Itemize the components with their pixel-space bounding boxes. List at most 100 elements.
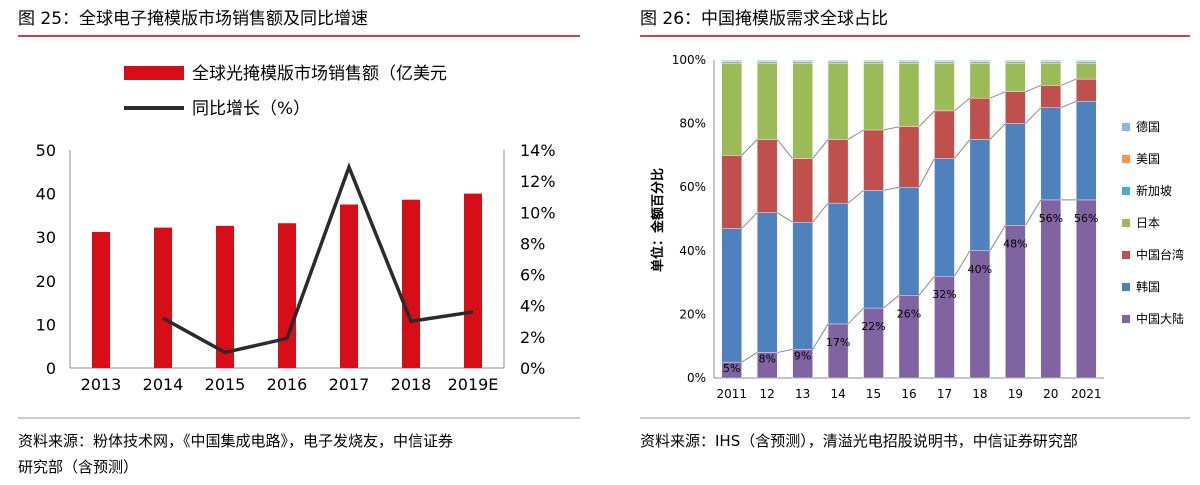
right-x-tick-label: 17 <box>937 387 952 401</box>
left-y-tick: 40 <box>36 185 56 204</box>
legend-swatch-taiwan <box>1122 251 1130 259</box>
sales-bar <box>92 231 110 368</box>
left-source-line2: 研究部（含预测） <box>18 458 138 476</box>
x-tick-label: 2019E <box>448 375 499 394</box>
right-y-label: 单位：金额百分比 <box>650 168 666 272</box>
sales-bar <box>464 193 482 368</box>
mainland-data-label: 56% <box>1039 212 1063 225</box>
legend-label-growth: 同比增长（%） <box>192 99 310 119</box>
stacked-segment-japan <box>863 62 884 131</box>
legend-label-sales: 全球光掩模版市场销售额（亿美元 <box>192 64 447 84</box>
right-x-tick-label: 12 <box>760 387 775 401</box>
mainland-data-label: 48% <box>1003 237 1027 250</box>
stacked-segment-japan <box>827 62 849 140</box>
series-connector-line <box>741 199 1077 363</box>
legend-swatch-sales <box>124 66 184 80</box>
right-x-tick-label: 13 <box>795 387 810 401</box>
legend-swatch-singapore <box>1122 187 1130 195</box>
right-x-tick-label: 2011 <box>716 387 747 401</box>
legend-swatch-korea <box>1122 283 1130 291</box>
stacked-segment-germany <box>863 59 884 62</box>
legend-label-singapore: 新加坡 <box>1136 183 1172 198</box>
mainland-data-label: 56% <box>1074 212 1098 225</box>
stacked-segment-korea <box>827 202 849 325</box>
stacked-segment-germany <box>721 59 742 62</box>
stacked-segment-taiwan <box>756 139 778 213</box>
mainland-data-label: 8% <box>758 353 775 366</box>
stacked-segment-korea <box>1040 107 1062 201</box>
stacked-segment-taiwan <box>969 97 991 140</box>
stacked-segment-germany <box>827 59 849 62</box>
x-tick-label: 2013 <box>81 375 122 394</box>
stacked-segment-germany <box>1005 59 1026 62</box>
right-y-tick: 40% <box>679 244 706 258</box>
stacked-segment-korea <box>898 186 920 296</box>
right-x-tick-label: 19 <box>1008 387 1023 401</box>
growth-line <box>162 162 474 355</box>
stacked-segment-taiwan <box>827 139 849 204</box>
sales-bar <box>278 223 296 368</box>
stacked-segment-germany <box>792 59 813 62</box>
mainland-data-label: 9% <box>794 349 811 362</box>
right-y-tick: 20% <box>679 307 706 321</box>
mainland-data-label: 40% <box>968 263 992 276</box>
stacked-segment-mainland <box>1040 199 1062 379</box>
right-y-tick: 12% <box>520 172 556 191</box>
left-y-tick: 20 <box>36 272 56 291</box>
legend-label-korea: 韩国 <box>1136 279 1160 294</box>
sales-bar <box>402 199 420 368</box>
legend-label-taiwan: 中国台湾 <box>1136 247 1184 262</box>
mainland-data-label: 32% <box>932 288 956 301</box>
right-x-tick-label: 15 <box>866 387 881 401</box>
stacked-segment-japan <box>792 62 813 159</box>
stacked-segment-japan <box>969 62 991 99</box>
stacked-segment-germany <box>756 59 778 62</box>
right-y-tick: 2% <box>520 328 545 347</box>
right-x-tick-label: 14 <box>830 387 845 401</box>
stacked-segment-mainland <box>863 307 884 379</box>
right-y-tick: 14% <box>520 141 556 160</box>
stacked-segment-japan <box>1076 62 1097 80</box>
sales-bar <box>216 225 234 368</box>
legend-label-mainland: 中国大陆 <box>1136 311 1184 326</box>
legend-swatch-germany <box>1122 123 1130 131</box>
sales-bar <box>340 204 358 368</box>
stacked-segment-korea <box>863 190 884 309</box>
stacked-segment-korea <box>721 228 742 363</box>
stacked-segment-taiwan <box>934 110 955 159</box>
x-tick-label: 2016 <box>267 375 308 394</box>
right-x-tick-label: 2021 <box>1071 387 1102 401</box>
left-chart-title: 图 25：全球电子掩模版市场销售额及同比增速 <box>18 9 368 29</box>
right-y-tick: 0% <box>520 359 545 378</box>
right-y-tick: 8% <box>520 234 545 253</box>
x-tick-label: 2015 <box>205 375 246 394</box>
stacked-segment-japan <box>934 62 955 112</box>
stacked-segment-japan <box>721 62 742 156</box>
stacked-segment-japan <box>756 62 778 140</box>
mainland-data-label: 22% <box>861 320 885 333</box>
left-y-tick: 50 <box>36 141 56 160</box>
stacked-segment-taiwan <box>1040 85 1062 108</box>
right-y-tick: 6% <box>520 266 545 285</box>
right-y-tick: 10% <box>520 203 556 222</box>
series-connector-line <box>741 100 1077 229</box>
stacked-segment-mainland <box>1076 199 1097 379</box>
right-chart: 单位：金额百分比 0% 20% 40% 60% 80% 100% 5% 8% 9% 17% 22% 26… <box>650 53 1184 401</box>
legend-swatch-usa <box>1122 155 1130 163</box>
right-y-tick: 100% <box>672 53 706 67</box>
left-source-line1: 资料来源：粉体技术网，《中国集成电路》，电子发烧友，中信证券 <box>18 432 453 450</box>
stacked-segment-japan <box>1005 62 1026 93</box>
sales-bar <box>154 227 172 368</box>
stacked-segment-germany <box>1040 59 1062 62</box>
stacked-segment-germany <box>1076 59 1097 62</box>
stacked-segment-korea <box>1005 123 1026 226</box>
stacked-segment-taiwan <box>898 126 920 188</box>
legend-label-usa: 美国 <box>1136 152 1160 166</box>
stacked-segment-japan <box>898 62 920 127</box>
left-y-tick: 30 <box>36 228 56 247</box>
x-tick-label: 2018 <box>391 375 432 394</box>
right-y-tick: 4% <box>520 297 545 316</box>
stacked-segment-taiwan <box>792 158 813 223</box>
right-x-tick-label: 18 <box>972 387 987 401</box>
